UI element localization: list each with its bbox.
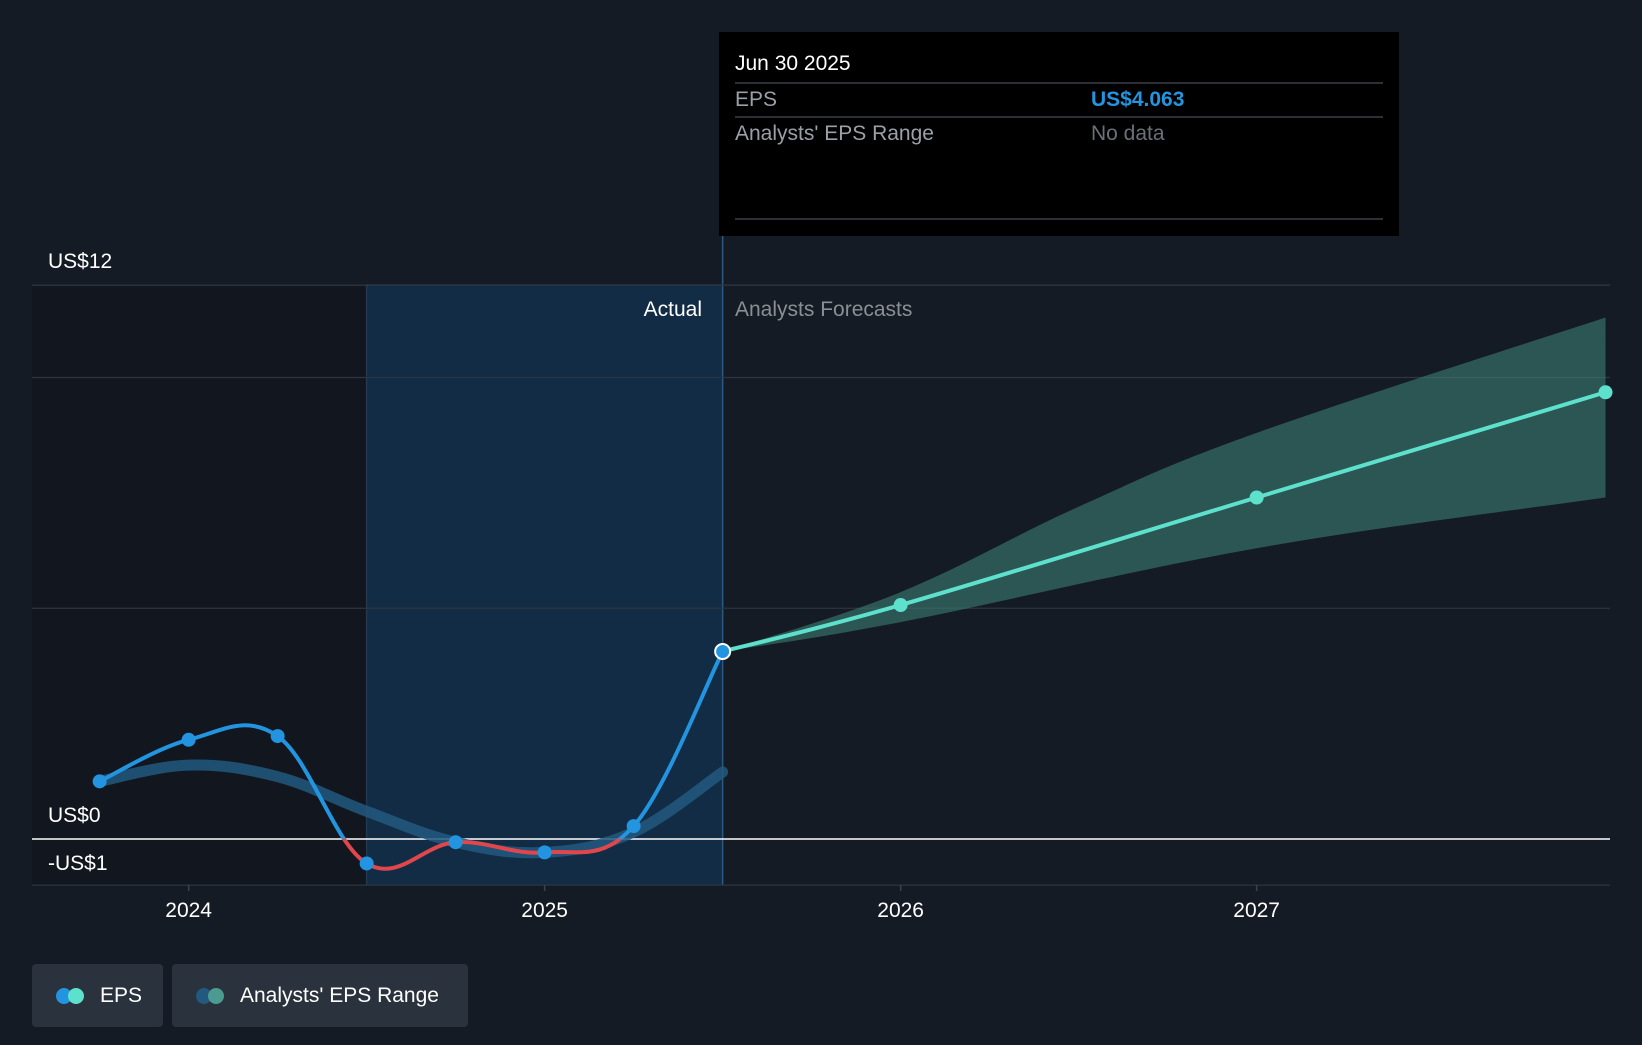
legend-range-swatch-icon [196, 987, 226, 1004]
legend-eps-label: EPS [100, 983, 143, 1007]
tooltip-eps-label: EPS [735, 88, 777, 111]
actual-section-label: Actual [644, 298, 702, 321]
eps-forecast-point [893, 598, 908, 613]
highlight-band [366, 284, 723, 885]
tooltip-background [719, 32, 1399, 236]
eps-actual-point [448, 835, 463, 850]
legend-eps-range[interactable]: Analysts' EPS Range [172, 964, 468, 1027]
legend-range-label: Analysts' EPS Range [240, 983, 439, 1007]
eps-actual-point [270, 729, 285, 744]
x-tick-label: 2025 [521, 899, 568, 922]
tooltip: Jun 30 2025 EPS US$4.063 Analysts' EPS R… [719, 32, 1399, 236]
eps-actual-point [537, 845, 552, 860]
eps-points [92, 385, 1613, 871]
tooltip-range-label: Analysts' EPS Range [735, 122, 934, 145]
x-tick-label: 2026 [877, 899, 924, 922]
forecast-section-label: Analysts Forecasts [735, 298, 912, 321]
eps-actual-point [626, 819, 641, 834]
eps-highlight-point [714, 642, 732, 660]
eps-forecast-point [1598, 385, 1613, 400]
tooltip-eps-value: US$4.063 [1091, 88, 1184, 111]
y-tick-label: US$12 [48, 250, 112, 273]
x-tick-label: 2027 [1233, 899, 1280, 922]
tooltip-date: Jun 30 2025 [735, 52, 851, 75]
eps-forecast-line [722, 390, 1607, 654]
eps-actual-point [359, 856, 374, 871]
y-tick-label: US$0 [48, 804, 101, 827]
legend-eps-swatch-icon [56, 987, 86, 1004]
eps-range-forecast-area [722, 317, 1606, 652]
tooltip-range-value: No data [1091, 122, 1165, 145]
x-tick-label: 2024 [165, 899, 212, 922]
y-tick-label: -US$1 [48, 852, 108, 875]
eps-actual-point [92, 774, 107, 789]
eps-actual-negative-line [341, 839, 623, 871]
legend-eps[interactable]: EPS [32, 964, 163, 1027]
gridlines [32, 284, 1610, 886]
eps-actual-point [181, 732, 196, 747]
background-bands [32, 236, 724, 885]
axis-labels: US$12 US$0 -US$1 2024 2025 2026 2027 [48, 250, 1280, 922]
eps-forecast-point [1249, 490, 1264, 505]
